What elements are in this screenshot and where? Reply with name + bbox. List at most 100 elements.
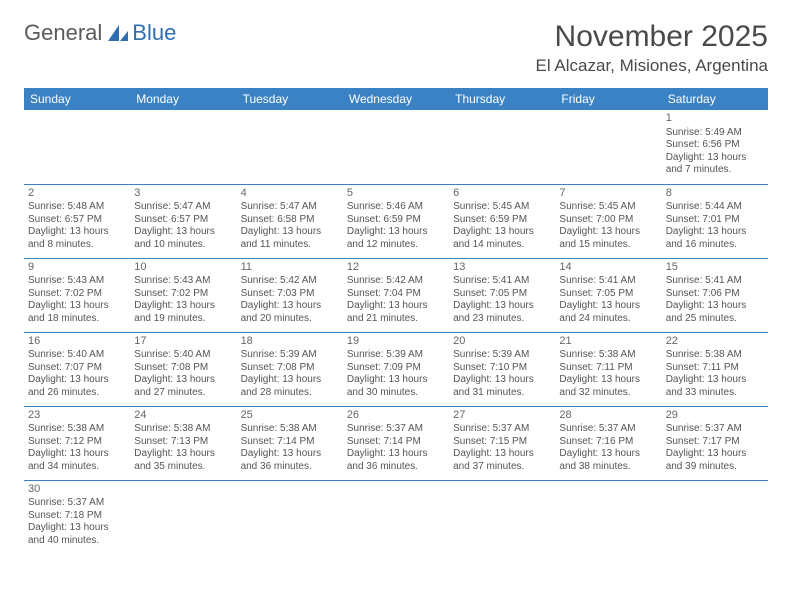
day-cell: 30Sunrise: 5:37 AMSunset: 7:18 PMDayligh… [24, 480, 130, 554]
day-number: 19 [347, 335, 445, 349]
sunset-text: Sunset: 7:15 PM [453, 436, 551, 449]
daylight-text: Daylight: 13 hours and 10 minutes. [134, 226, 232, 251]
calendar-row: 2Sunrise: 5:48 AMSunset: 6:57 PM Daylight… [24, 184, 768, 258]
sunrise-text: Sunrise: 5:47 AM [241, 201, 339, 214]
day-number: 4 [241, 187, 339, 201]
day-cell: 4Sunrise: 5:47 AMSunset: 6:58 PMDaylight… [237, 184, 343, 258]
sunrise-text: Sunrise: 5:43 AM [134, 275, 232, 288]
day-cell: 12Sunrise: 5:42 AMSunset: 7:04 PMDayligh… [343, 258, 449, 332]
sunrise-text: Sunrise: 5:39 AM [453, 349, 551, 362]
sunset-text: Sunset: 7:12 PM [28, 436, 126, 449]
day-number: 23 [28, 409, 126, 423]
sunset-text: Sunset: 6:56 PM [666, 139, 764, 152]
day-cell: 20Sunrise: 5:39 AMSunset: 7:10 PMDayligh… [449, 332, 555, 406]
sunset-text: Sunset: 6:57 PM [28, 214, 126, 227]
daylight-text: Daylight: 13 hours and 18 minutes. [28, 300, 126, 325]
empty-cell [130, 480, 236, 554]
day-number: 17 [134, 335, 232, 349]
day-number: 21 [559, 335, 657, 349]
day-cell: 11Sunrise: 5:42 AMSunset: 7:03 PMDayligh… [237, 258, 343, 332]
day-number: 8 [666, 187, 764, 201]
day-cell: 7Sunrise: 5:45 AMSunset: 7:00 PMDaylight… [555, 184, 661, 258]
daylight-text: Daylight: 13 hours and 16 minutes. [666, 226, 764, 251]
calendar-row: 23Sunrise: 5:38 AMSunset: 7:12 PMDayligh… [24, 406, 768, 480]
day-number: 14 [559, 261, 657, 275]
day-cell: 3Sunrise: 5:47 AMSunset: 6:57 PMDaylight… [130, 184, 236, 258]
sunrise-text: Sunrise: 5:40 AM [134, 349, 232, 362]
sunrise-text: Sunrise: 5:48 AM [28, 201, 126, 214]
day-number: 20 [453, 335, 551, 349]
daylight-text: Daylight: 13 hours and 40 minutes. [28, 522, 126, 547]
day-cell: 5Sunrise: 5:46 AMSunset: 6:59 PMDaylight… [343, 184, 449, 258]
daylight-text: Daylight: 13 hours and 31 minutes. [453, 374, 551, 399]
day-cell: 21Sunrise: 5:38 AMSunset: 7:11 PMDayligh… [555, 332, 661, 406]
calendar-row: 1Sunrise: 5:49 AMSunset: 6:56 PMDaylight… [24, 110, 768, 184]
day-number: 9 [28, 261, 126, 275]
day-number: 28 [559, 409, 657, 423]
day-cell: 9Sunrise: 5:43 AMSunset: 7:02 PMDaylight… [24, 258, 130, 332]
day-number: 15 [666, 261, 764, 275]
day-number: 27 [453, 409, 551, 423]
empty-cell [130, 110, 236, 184]
day-cell: 22Sunrise: 5:38 AMSunset: 7:11 PMDayligh… [662, 332, 768, 406]
sunset-text: Sunset: 7:17 PM [666, 436, 764, 449]
daylight-text: Daylight: 13 hours and 39 minutes. [666, 448, 764, 473]
empty-cell [237, 110, 343, 184]
sunrise-text: Sunrise: 5:46 AM [347, 201, 445, 214]
daylight-text: Daylight: 13 hours and 28 minutes. [241, 374, 339, 399]
daylight-text: Daylight: 13 hours and 21 minutes. [347, 300, 445, 325]
sunset-text: Sunset: 6:59 PM [347, 214, 445, 227]
sunrise-text: Sunrise: 5:41 AM [453, 275, 551, 288]
day-cell: 28Sunrise: 5:37 AMSunset: 7:16 PMDayligh… [555, 406, 661, 480]
sunset-text: Sunset: 7:00 PM [559, 214, 657, 227]
weekday-header: Saturday [662, 88, 768, 110]
sunrise-text: Sunrise: 5:49 AM [666, 127, 764, 140]
sunset-text: Sunset: 7:11 PM [559, 362, 657, 375]
sunset-text: Sunset: 7:02 PM [28, 288, 126, 301]
calendar-table: SundayMondayTuesdayWednesdayThursdayFrid… [24, 88, 768, 554]
daylight-text: Daylight: 13 hours and 38 minutes. [559, 448, 657, 473]
day-cell: 23Sunrise: 5:38 AMSunset: 7:12 PMDayligh… [24, 406, 130, 480]
sunrise-text: Sunrise: 5:45 AM [453, 201, 551, 214]
day-number: 22 [666, 335, 764, 349]
day-cell: 2Sunrise: 5:48 AMSunset: 6:57 PMDaylight… [24, 184, 130, 258]
day-number: 24 [134, 409, 232, 423]
sunrise-text: Sunrise: 5:38 AM [28, 423, 126, 436]
day-number: 7 [559, 187, 657, 201]
daylight-text: Daylight: 13 hours and 20 minutes. [241, 300, 339, 325]
day-number: 11 [241, 261, 339, 275]
sunrise-text: Sunrise: 5:42 AM [347, 275, 445, 288]
daylight-text: Daylight: 13 hours and 19 minutes. [134, 300, 232, 325]
day-number: 29 [666, 409, 764, 423]
weekday-header: Tuesday [237, 88, 343, 110]
daylight-text: Daylight: 13 hours and 23 minutes. [453, 300, 551, 325]
daylight-text: Daylight: 13 hours and 37 minutes. [453, 448, 551, 473]
day-number: 2 [28, 187, 126, 201]
daylight-text: Daylight: 13 hours and 15 minutes. [559, 226, 657, 251]
calendar-row: 16Sunrise: 5:40 AMSunset: 7:07 PMDayligh… [24, 332, 768, 406]
sunrise-text: Sunrise: 5:38 AM [241, 423, 339, 436]
daylight-text: Daylight: 13 hours and 12 minutes. [347, 226, 445, 251]
empty-cell [555, 110, 661, 184]
calendar-row: 30Sunrise: 5:37 AMSunset: 7:18 PMDayligh… [24, 480, 768, 554]
day-cell: 1Sunrise: 5:49 AMSunset: 6:56 PMDaylight… [662, 110, 768, 184]
brand-part2: Blue [132, 20, 176, 46]
day-cell: 13Sunrise: 5:41 AMSunset: 7:05 PMDayligh… [449, 258, 555, 332]
sunrise-text: Sunrise: 5:39 AM [241, 349, 339, 362]
day-number: 3 [134, 187, 232, 201]
weekday-header: Thursday [449, 88, 555, 110]
sunrise-text: Sunrise: 5:39 AM [347, 349, 445, 362]
sail-icon [106, 23, 130, 43]
daylight-text: Daylight: 13 hours and 14 minutes. [453, 226, 551, 251]
day-cell: 16Sunrise: 5:40 AMSunset: 7:07 PMDayligh… [24, 332, 130, 406]
calendar-body: 1Sunrise: 5:49 AMSunset: 6:56 PMDaylight… [24, 110, 768, 554]
sunrise-text: Sunrise: 5:38 AM [666, 349, 764, 362]
sunset-text: Sunset: 7:04 PM [347, 288, 445, 301]
sunrise-text: Sunrise: 5:37 AM [666, 423, 764, 436]
empty-cell [343, 110, 449, 184]
sunset-text: Sunset: 7:16 PM [559, 436, 657, 449]
sunset-text: Sunset: 7:01 PM [666, 214, 764, 227]
empty-cell [24, 110, 130, 184]
day-cell: 10Sunrise: 5:43 AMSunset: 7:02 PMDayligh… [130, 258, 236, 332]
day-number: 30 [28, 483, 126, 497]
